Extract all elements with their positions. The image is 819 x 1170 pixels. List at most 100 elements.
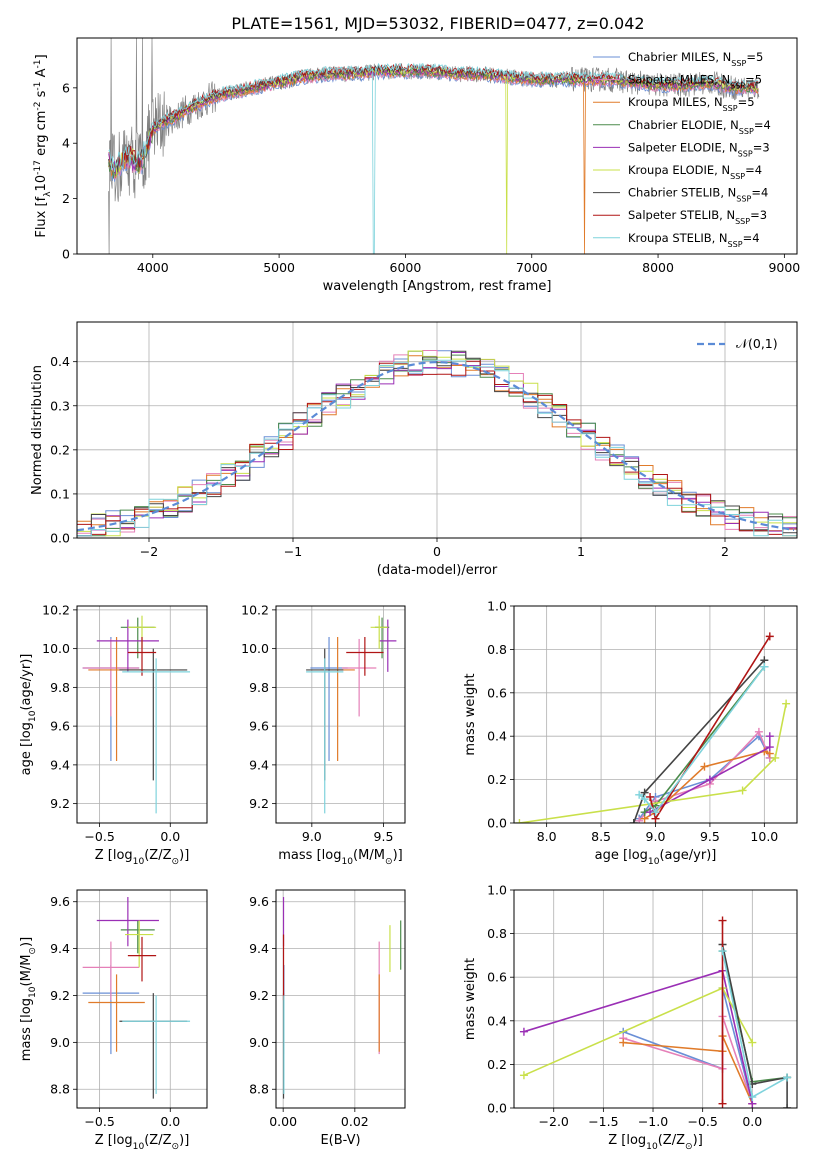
x-tick-label: −2 xyxy=(140,544,158,559)
mass-weight-marker xyxy=(629,819,638,823)
x-axis-label: E(B-V) xyxy=(320,1133,360,1148)
mass-weight-marker xyxy=(783,1073,792,1082)
panel-residuals: −2 −1 0 1 2 0.0 0.1 0.2 0.3 0.4 (data-model)/error… xyxy=(30,321,798,578)
y-tick-label: 0.6 xyxy=(487,685,507,700)
y-tick-label: 9.6 xyxy=(249,719,269,734)
x-tick-label: 8000 xyxy=(642,260,674,275)
y-tick-label: 9.6 xyxy=(249,894,269,909)
axes-frame xyxy=(76,889,208,1109)
y-tick-label: 0.6 xyxy=(487,970,507,985)
legend-label: Salpeter ELODIE, NSSP=3 xyxy=(628,140,770,158)
mass-weight-marker xyxy=(640,795,649,804)
plot-area xyxy=(108,38,760,254)
x-tick-label: 0.0 xyxy=(742,1114,762,1129)
mass-weight-marker xyxy=(619,1038,628,1047)
x-tick-label: 10.0 xyxy=(750,829,778,844)
x-tick-label: 1 xyxy=(577,544,585,559)
y-tick-label: 1.0 xyxy=(487,599,507,614)
y-tick-label: 8.8 xyxy=(249,1082,269,1097)
x-axis-label: age [log10(age/yr)] xyxy=(595,848,717,867)
legend-label: Kroupa MILES, NSSP=5 xyxy=(628,95,755,113)
mass-weight-marker xyxy=(748,1038,757,1047)
mass-weight-marker xyxy=(646,792,655,801)
mass-weight-marker xyxy=(783,1104,792,1108)
mass-weight-marker xyxy=(705,775,714,784)
y-tick-label: 9.2 xyxy=(50,988,70,1003)
x-tick-label: −1.0 xyxy=(638,1114,668,1129)
x-tick-label: 4000 xyxy=(137,260,169,275)
legend-label: Chabrier ELODIE, NSSP=4 xyxy=(628,118,771,136)
mass-weight-marker xyxy=(519,1071,528,1080)
figure-title: PLATE=1561, MJD=53032, FIBERID=0477, z=0… xyxy=(231,14,644,33)
y-axis-label: age [log10(age/yr)] xyxy=(19,654,38,776)
y-tick-label: 0.0 xyxy=(487,1101,507,1116)
x-tick-label: −0.5 xyxy=(84,1114,114,1129)
mass-weight-marker xyxy=(651,808,660,817)
mass-weight-marker xyxy=(765,732,774,741)
residual-histogram-7 xyxy=(77,360,797,535)
panel-mass_vs_Z: −0.5 0.0 8.8 9.0 9.2 9.4 9.6 Z [log10(Z/Z⊙)] mas… xyxy=(19,889,208,1152)
y-tick-label: 10.0 xyxy=(241,641,269,656)
x-tick-label: 6000 xyxy=(390,260,422,275)
normal-reference-curve xyxy=(77,360,795,532)
legend-label: Chabrier STELIB, NSSP=4 xyxy=(628,186,768,204)
mass-weight-marker xyxy=(635,816,644,823)
x-axis-label: Z [log10(Z/Z⊙)] xyxy=(95,1133,190,1152)
x-tick-label: −1.5 xyxy=(588,1114,618,1129)
y-axis-label: mass [log10(M/M⊙)] xyxy=(19,937,38,1061)
mass-weight-marker xyxy=(760,662,769,671)
mass-weight-marker xyxy=(754,727,763,736)
y-tick-label: 9.4 xyxy=(249,757,269,772)
panel-mass_vs_EBV: 0.00 0.02 8.8 9.0 9.2 9.4 9.6 E(B-V) xyxy=(249,889,406,1148)
y-tick-label: 0.1 xyxy=(50,486,70,501)
mass-weight-marker xyxy=(748,1093,757,1102)
legend-label: Salpeter MILES, NSSP=5 xyxy=(628,73,762,91)
legend-label: Chabrier MILES, NSSP=5 xyxy=(628,50,763,68)
legend-label: Kroupa STELIB, NSSP=4 xyxy=(628,231,760,249)
mass-weight-marker xyxy=(765,743,774,752)
y-tick-label: 9.2 xyxy=(249,988,269,1003)
y-tick-label: 9.4 xyxy=(50,757,70,772)
axes-frame xyxy=(76,321,798,539)
x-tick-label: 9.5 xyxy=(374,829,394,844)
x-axis-label: Z [log10(Z/Z⊙)] xyxy=(608,1133,703,1152)
x-tick-label: 0.0 xyxy=(160,829,180,844)
y-tick-label: 2 xyxy=(62,191,70,206)
plot-area xyxy=(515,632,791,823)
mass-weight-series-4 xyxy=(649,736,771,813)
spectrum-legend: Chabrier MILES, NSSP=5 Salpeter MILES, NS… xyxy=(593,50,771,248)
mass-weight-marker xyxy=(718,1099,727,1108)
x-tick-label: −1 xyxy=(284,544,302,559)
x-tick-label: 5000 xyxy=(263,260,295,275)
axes-frame xyxy=(76,605,208,824)
y-tick-label: 9.2 xyxy=(50,796,70,811)
y-tick-label: 9.0 xyxy=(50,1035,70,1050)
axes-frame xyxy=(275,889,406,1109)
y-tick-label: 1.0 xyxy=(487,883,507,898)
x-tick-label: 7000 xyxy=(516,260,548,275)
y-tick-label: 8.8 xyxy=(50,1082,70,1097)
x-tick-label: 8.0 xyxy=(537,829,557,844)
y-tick-label: 0.4 xyxy=(487,1013,507,1028)
x-tick-label: 8.5 xyxy=(591,829,611,844)
y-tick-label: 10.0 xyxy=(42,641,70,656)
mass-weight-marker xyxy=(718,947,727,956)
x-tick-label: 9.0 xyxy=(646,829,666,844)
mass-weight-series-5 xyxy=(519,703,787,823)
panel-mass_weight_vs_Z: −2.0 −1.5 −1.0 −0.5 0.0 0.0 0.2 0.4 0.6 0.8 1.0 Z [… xyxy=(463,883,798,1152)
y-axis-label: mass weight xyxy=(463,958,478,1040)
mass-weight-marker xyxy=(635,790,644,799)
y-tick-label: 0.2 xyxy=(50,442,70,457)
mass-weight-marker xyxy=(765,632,774,641)
x-tick-label: −0.5 xyxy=(687,1114,717,1129)
y-axis-label: Flux [fλ10-17 erg cm-2 s-1 A-1] xyxy=(33,54,53,237)
x-tick-label: 9.0 xyxy=(302,829,322,844)
y-tick-label: 6 xyxy=(62,80,70,95)
x-axis-label: wavelength [Angstrom, rest frame] xyxy=(323,279,552,294)
panel-mass_weight_vs_age: 8.0 8.5 9.0 9.5 10.0 0.0 0.2 0.4 0.6 0.8 1.0 age [l… xyxy=(463,599,798,867)
x-tick-label: 9000 xyxy=(768,260,800,275)
panel-age_vs_mass: 9.0 9.5 9.2 9.4 9.6 9.8 10.0 10.2 mass [log10(M/… xyxy=(241,602,406,867)
x-tick-label: 9.5 xyxy=(700,829,720,844)
y-tick-label: 10.2 xyxy=(42,602,70,617)
x-tick-label: 0.0 xyxy=(160,1114,180,1129)
